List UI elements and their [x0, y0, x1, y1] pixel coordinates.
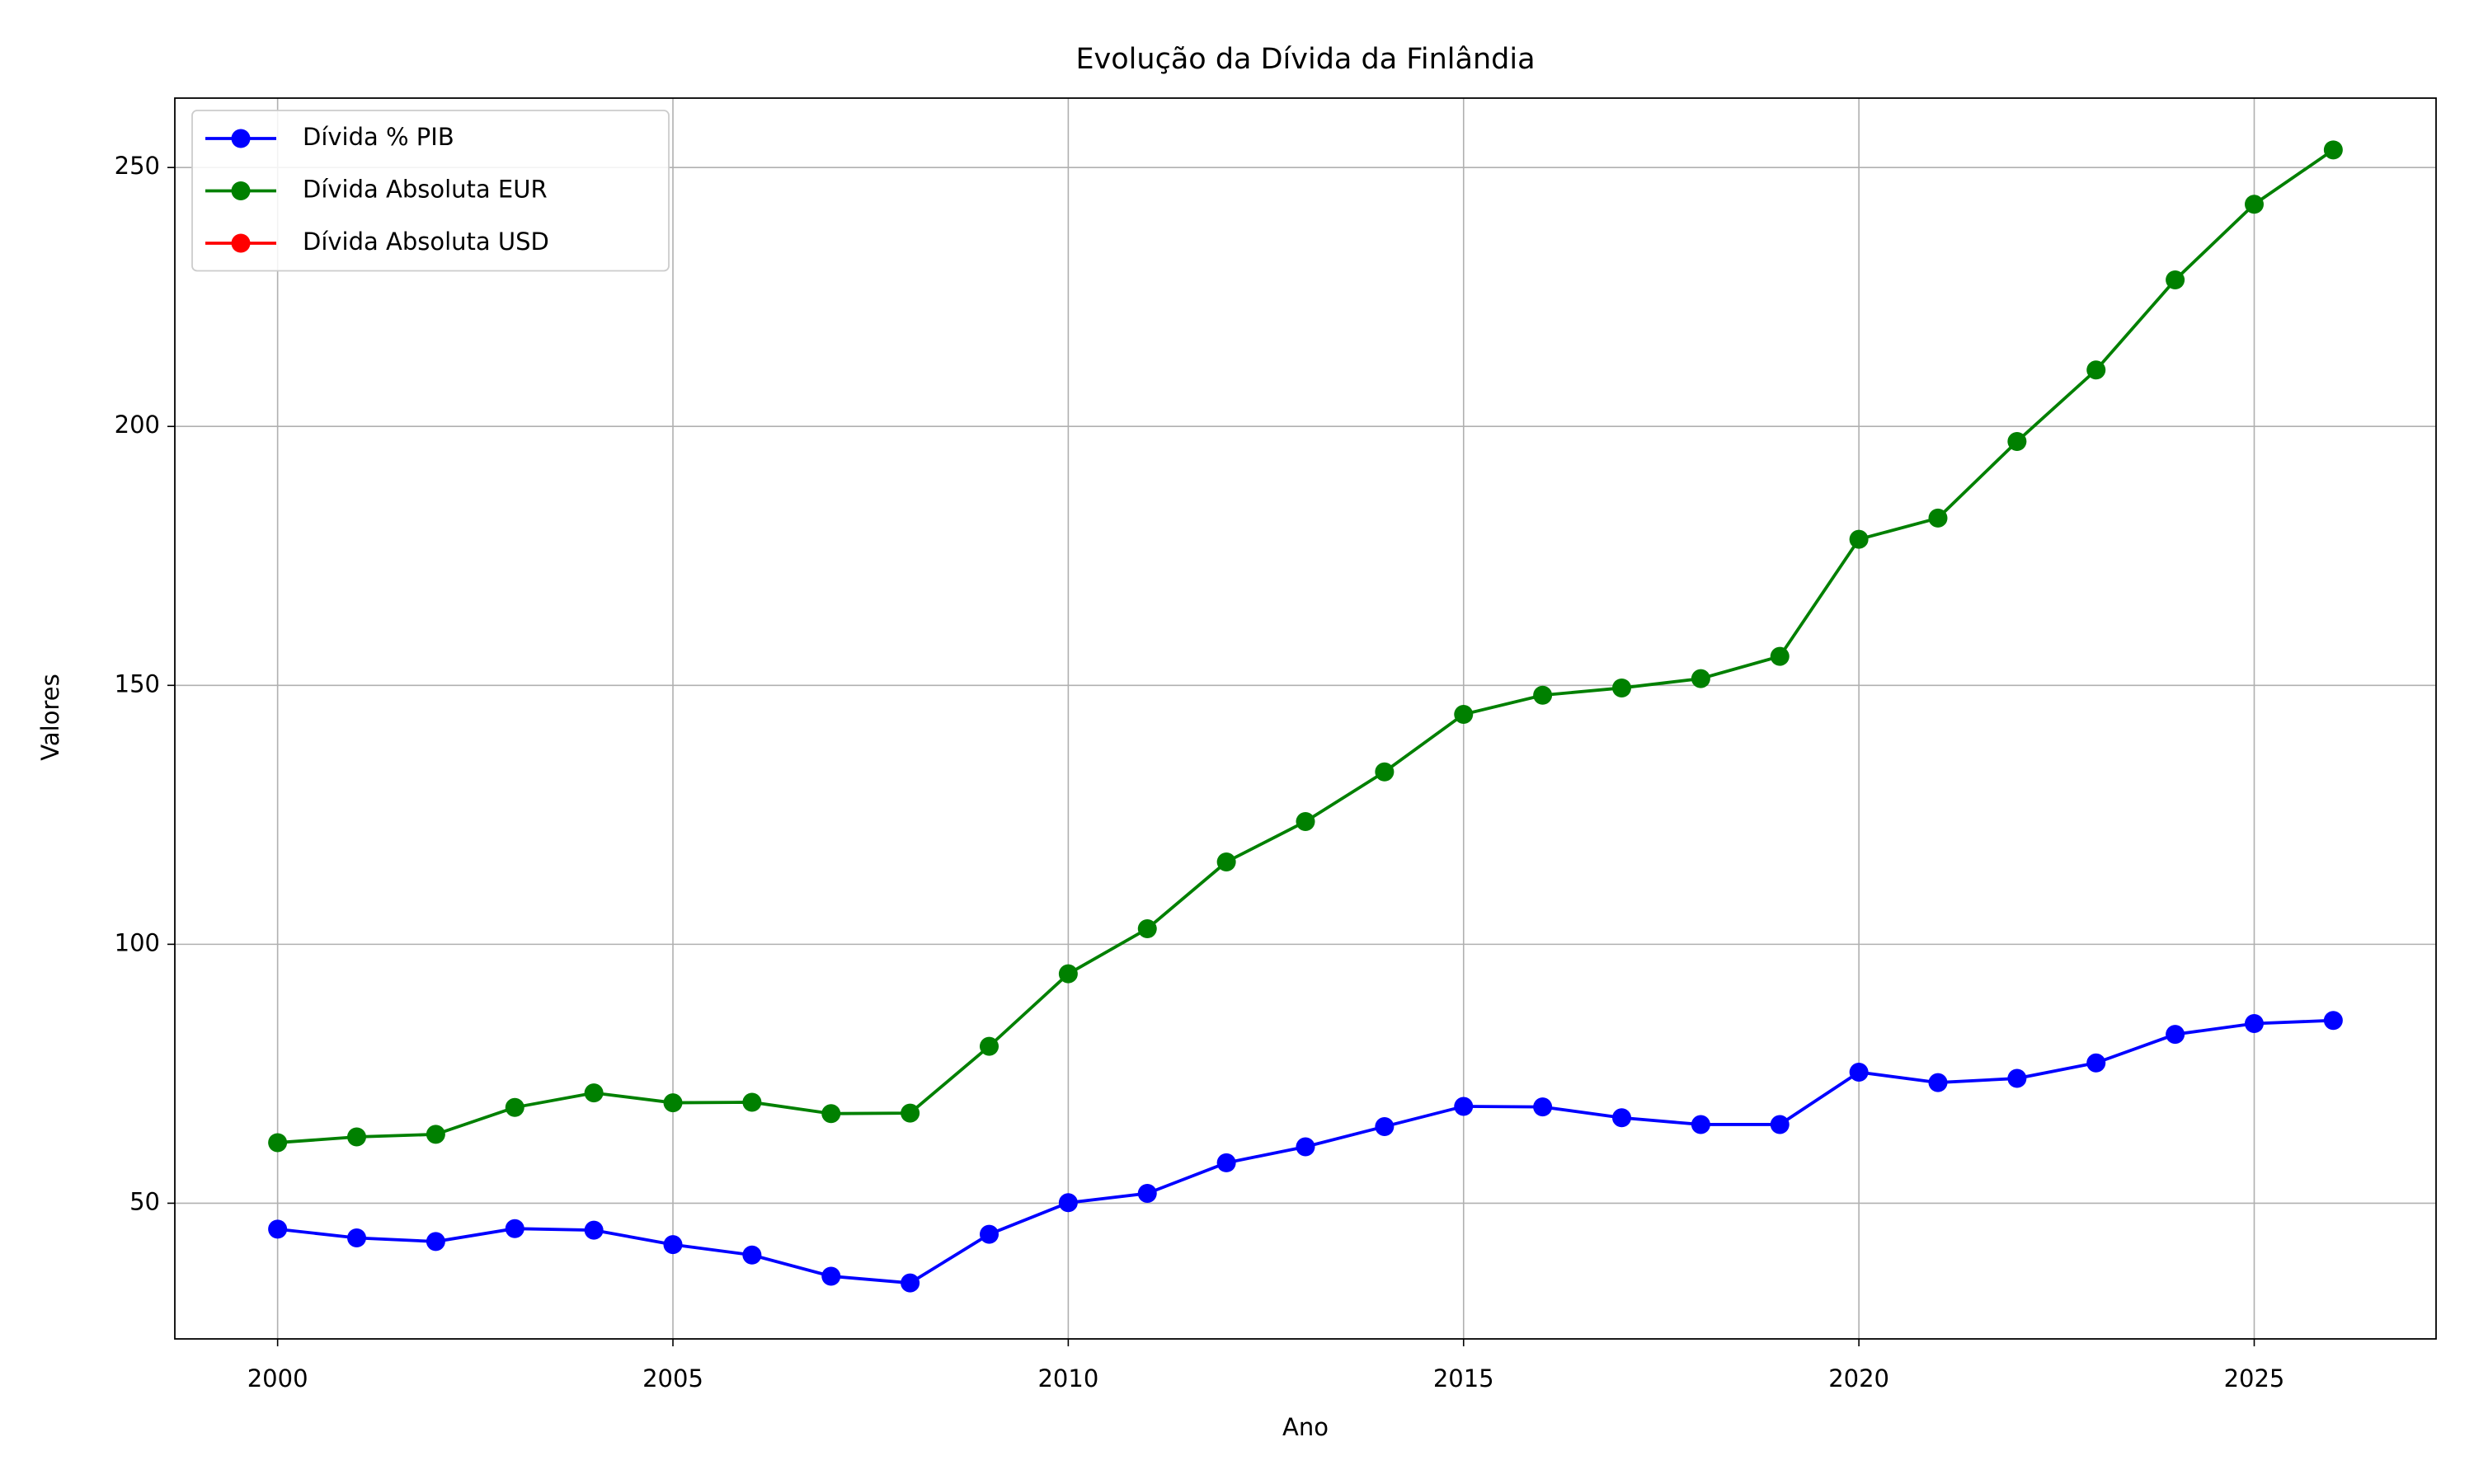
- series-point: [1770, 1115, 1790, 1134]
- series-point: [1691, 1115, 1710, 1134]
- y-tick-label: 250: [115, 152, 160, 180]
- y-tick-label: 150: [115, 669, 160, 697]
- series-point: [1137, 1183, 1157, 1203]
- series-point: [1137, 919, 1157, 939]
- series-point: [1216, 1153, 1236, 1172]
- series-point: [2086, 360, 2106, 380]
- series-point: [1058, 964, 1078, 984]
- series-point: [268, 1133, 288, 1153]
- series-point: [901, 1273, 920, 1293]
- series-point: [1611, 1108, 1631, 1128]
- series-point: [2086, 1053, 2106, 1073]
- x-tick-label: 2015: [1433, 1364, 1494, 1392]
- series-point: [584, 1083, 604, 1103]
- x-tick-label: 2020: [1828, 1364, 1889, 1392]
- series-point: [426, 1232, 445, 1252]
- plot-frame: [174, 97, 2437, 1340]
- series-point: [1296, 811, 1315, 831]
- legend-marker: [231, 233, 251, 253]
- series-line: [277, 148, 2335, 1144]
- x-tick-label: 2005: [642, 1364, 703, 1392]
- series-point: [2323, 1011, 2343, 1031]
- series-point: [1296, 1137, 1315, 1157]
- series-point: [1770, 646, 1790, 666]
- y-tick-label: 100: [115, 928, 160, 956]
- series-point: [2323, 140, 2343, 160]
- series-point: [505, 1219, 524, 1238]
- series-point: [347, 1228, 367, 1248]
- series-point: [347, 1127, 367, 1147]
- series-point: [1928, 508, 1948, 528]
- series-point: [2007, 431, 2027, 451]
- legend-marker: [231, 129, 251, 148]
- series-point: [1454, 704, 1474, 724]
- series-point: [2244, 195, 2264, 214]
- series-point: [505, 1097, 524, 1117]
- series-point: [1454, 1097, 1474, 1116]
- y-tick-label: 50: [129, 1187, 160, 1215]
- series-point: [1375, 1116, 1395, 1136]
- x-axis-label: Ano: [1282, 1413, 1329, 1441]
- series-point: [742, 1092, 762, 1112]
- series-point: [1216, 852, 1236, 871]
- series-point: [1533, 685, 1553, 705]
- series-point: [2166, 270, 2185, 289]
- series-point: [663, 1093, 683, 1113]
- series-point: [1058, 1193, 1078, 1213]
- series-point: [742, 1245, 762, 1265]
- y-tick-label: 200: [115, 411, 160, 439]
- series-point: [663, 1235, 683, 1255]
- series-point: [901, 1103, 920, 1123]
- chart-title: Evolução da Dívida da Finlândia: [1075, 43, 1535, 76]
- series-point: [1533, 1097, 1553, 1117]
- series-point: [426, 1125, 445, 1144]
- series-point: [1691, 669, 1710, 688]
- legend-label: Dívida Absoluta USD: [303, 228, 549, 256]
- series-point: [1375, 762, 1395, 782]
- series-point: [980, 1224, 999, 1244]
- series-point: [1849, 1063, 1869, 1082]
- x-tick-label: 2025: [2224, 1364, 2285, 1392]
- series-point: [2244, 1013, 2264, 1033]
- legend-label: Dívida Absoluta EUR: [303, 176, 548, 204]
- series-point: [584, 1220, 604, 1240]
- legend: Dívida % PIB Dívida Absoluta EUR Dívida Ab…: [191, 110, 670, 272]
- series-point: [2166, 1025, 2185, 1045]
- series-point: [1928, 1073, 1948, 1092]
- x-tick-label: 2000: [247, 1364, 308, 1392]
- series-point: [268, 1219, 288, 1239]
- series-point: [821, 1266, 841, 1286]
- x-tick-label: 2010: [1037, 1364, 1098, 1392]
- series-point: [1849, 529, 1869, 549]
- y-axis-label: Valores: [36, 674, 64, 760]
- legend-label: Dívida % PIB: [303, 123, 454, 151]
- series-point: [980, 1036, 999, 1056]
- legend-marker: [231, 181, 251, 200]
- legend-box: [191, 110, 670, 272]
- series-point: [1611, 678, 1631, 697]
- series-point: [821, 1104, 841, 1124]
- series-point: [2007, 1068, 2027, 1088]
